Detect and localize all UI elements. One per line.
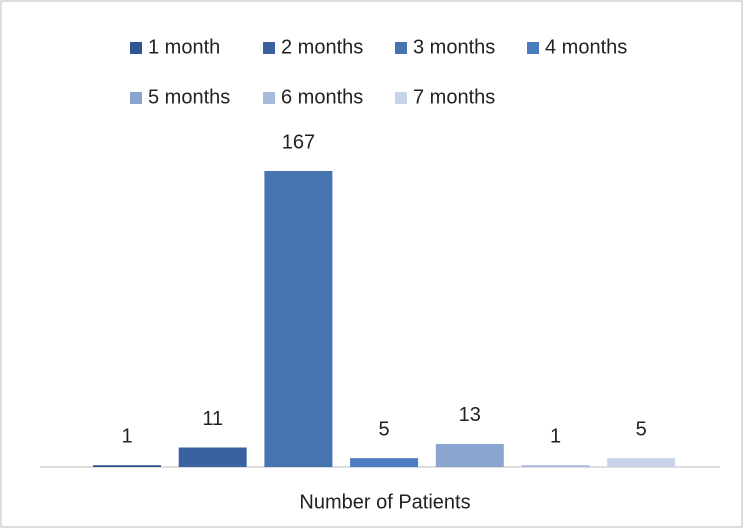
value-label: 5 — [636, 418, 647, 440]
legend-swatch — [527, 42, 539, 54]
legend-label: 5 months — [148, 86, 230, 108]
x-axis-label: Number of Patients — [299, 491, 470, 513]
legend-label: 6 months — [281, 86, 363, 108]
legend-label: 4 months — [545, 36, 627, 58]
legend-label: 1 month — [148, 36, 220, 58]
value-label: 5 — [379, 418, 390, 440]
bar — [178, 447, 247, 467]
bar — [264, 171, 333, 467]
bar — [607, 458, 676, 467]
value-label: 1 — [550, 426, 561, 448]
legend-label: 7 months — [413, 86, 495, 108]
legend-swatch — [263, 42, 275, 54]
value-label: 13 — [459, 404, 481, 426]
legend-swatch — [263, 92, 275, 104]
bar — [350, 458, 419, 467]
value-label: 1 — [121, 426, 132, 448]
bar — [93, 465, 161, 467]
bar — [521, 465, 590, 467]
legend-swatch — [395, 92, 407, 104]
bar — [435, 443, 504, 467]
value-label: 11 — [202, 408, 223, 430]
legend-label: 2 months — [281, 36, 363, 58]
legend-swatch — [130, 92, 142, 104]
legend-swatch — [130, 42, 142, 54]
legend-label: 3 months — [413, 36, 495, 58]
legend-swatch — [395, 42, 407, 54]
value-label: 167 — [282, 131, 315, 153]
